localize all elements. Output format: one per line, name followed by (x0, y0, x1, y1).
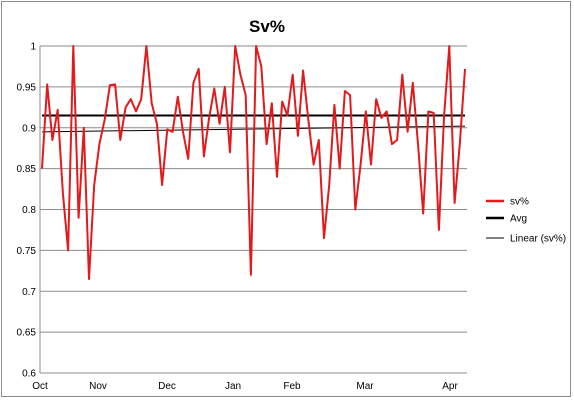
y-tick-label: 1 (30, 42, 36, 53)
legend-label: sv% (510, 197, 529, 208)
chart-title: Sv% (249, 17, 285, 36)
y-tick-label: 0.6 (22, 369, 36, 380)
y-tick-label: 0.85 (17, 164, 37, 175)
x-tick-label: Mar (356, 381, 374, 392)
legend: sv% Avg Linear (sv%) (486, 197, 566, 245)
y-tick-label: 0.65 (17, 328, 37, 339)
y-tick-label: 0.8 (22, 205, 36, 216)
x-tick-label: Apr (442, 381, 458, 392)
series-line-sv-pct (41, 45, 466, 280)
x-axis-tick-labels: Oct Nov Dec Jan Feb Mar Apr (32, 381, 458, 392)
legend-label: Avg (510, 214, 527, 225)
x-tick-label: Dec (158, 381, 176, 392)
y-axis-tick-labels: 0.6 0.65 0.7 0.75 0.8 0.85 0.9 0.95 1 (17, 42, 37, 380)
x-tick-label: Jan (225, 381, 241, 392)
y-tick-label: 0.9 (22, 123, 36, 134)
x-tick-label: Oct (32, 381, 48, 392)
legend-label: Linear (sv%) (510, 234, 566, 245)
series-lines (41, 45, 466, 280)
y-tick-label: 0.95 (17, 82, 37, 93)
y-tick-label: 0.7 (22, 287, 36, 298)
gridlines (39, 45, 467, 374)
x-tick-label: Nov (89, 381, 107, 392)
x-tick-label: Feb (283, 381, 301, 392)
y-tick-label: 0.75 (17, 246, 37, 257)
